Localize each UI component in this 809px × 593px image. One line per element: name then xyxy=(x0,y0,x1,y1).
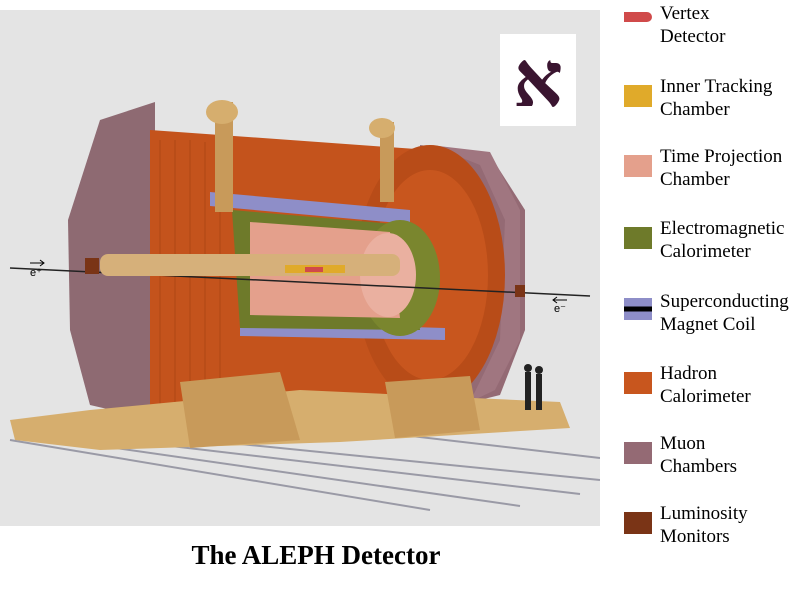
legend-label: Inner Tracking Chamber xyxy=(660,76,773,120)
legend-swatch xyxy=(624,12,652,22)
legend-item: Electromagnetic Calorimeter xyxy=(622,217,809,277)
aleph-logo: א xyxy=(500,34,576,126)
tower-cap-left xyxy=(206,100,238,124)
detector-drawing xyxy=(9,100,600,511)
magnet-coil-top xyxy=(210,192,410,224)
legend-item: Inner Tracking Chamber xyxy=(622,75,809,135)
legend-label: Vertex Detector xyxy=(660,3,726,47)
legend-label: Electromagnetic Calorimeter xyxy=(660,218,785,262)
detector-illustration: e⁺ e⁻ א xyxy=(0,10,600,526)
legend-swatch xyxy=(624,298,652,320)
legend-label: Luminosity Monitors xyxy=(660,503,748,547)
figure-caption: The ALEPH Detector xyxy=(191,540,441,570)
support-tower-right xyxy=(380,122,394,202)
legend-swatch xyxy=(624,155,652,177)
beam-line-tube xyxy=(100,254,400,276)
legend-label: Time Projection Chamber xyxy=(660,146,783,190)
beam-arrow-left xyxy=(30,259,45,267)
aleph-logo-glyph: א xyxy=(512,34,564,125)
beam-label-electron: e⁻ xyxy=(554,303,566,315)
legend-item: Time Projection Chamber xyxy=(622,145,809,205)
legend-label: Superconducting Magnet Coil xyxy=(660,291,789,335)
legend-item: Vertex Detector xyxy=(622,2,809,62)
support-tower-left xyxy=(215,102,233,212)
beam-arrow-right xyxy=(552,296,567,304)
legend-item: Muon Chambers xyxy=(622,432,809,492)
legend-swatch xyxy=(624,372,652,394)
luminosity-monitor-right xyxy=(515,285,525,297)
cradle-support-left xyxy=(180,372,300,448)
legend-label: Muon Chambers xyxy=(660,433,738,477)
legend-swatch xyxy=(624,442,652,464)
legend-swatch xyxy=(624,512,652,534)
legend-item: Superconducting Magnet Coil xyxy=(622,290,809,350)
legend-item: Hadron Calorimeter xyxy=(622,362,809,422)
beam-label-positron: e⁺ xyxy=(30,267,42,279)
cradle-support-right xyxy=(385,376,480,438)
vertex-detector xyxy=(305,267,323,272)
legend-swatch xyxy=(624,85,652,107)
people-scale xyxy=(524,364,543,410)
legend-swatch xyxy=(624,227,652,249)
legend-label: Hadron Calorimeter xyxy=(660,363,751,407)
legend-item: Luminosity Monitors xyxy=(622,502,809,562)
tower-cap-right xyxy=(369,118,395,138)
luminosity-monitor-left xyxy=(85,258,99,274)
